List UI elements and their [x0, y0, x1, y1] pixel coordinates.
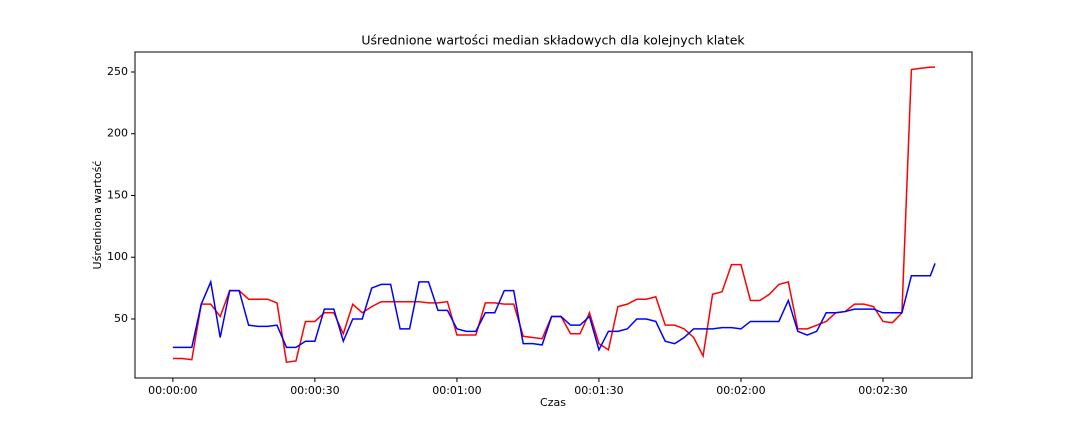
x-tick-label: 00:00:00 — [148, 384, 197, 397]
series-line — [172, 263, 936, 352]
chart-title: Uśrednione wartości median składowych dl… — [361, 33, 745, 48]
y-tick-label: 200 — [107, 127, 128, 140]
plot-area — [172, 66, 936, 364]
x-tick-label: 00:00:30 — [290, 384, 339, 397]
y-tick-label: 50 — [114, 312, 128, 325]
x-tick-label: 00:01:00 — [432, 384, 481, 397]
y-tick-label: 100 — [107, 250, 128, 263]
x-tick-label: 00:02:30 — [858, 384, 907, 397]
y-axis-label: Uśredniona wartość — [91, 161, 104, 270]
y-tick-label: 150 — [107, 188, 128, 201]
x-axis-label: Czas — [540, 396, 566, 409]
axes-frame — [134, 51, 973, 379]
x-tick-label: 00:02:00 — [716, 384, 765, 397]
y-tick-label: 250 — [107, 65, 128, 78]
x-tick-label: 00:01:30 — [574, 384, 623, 397]
